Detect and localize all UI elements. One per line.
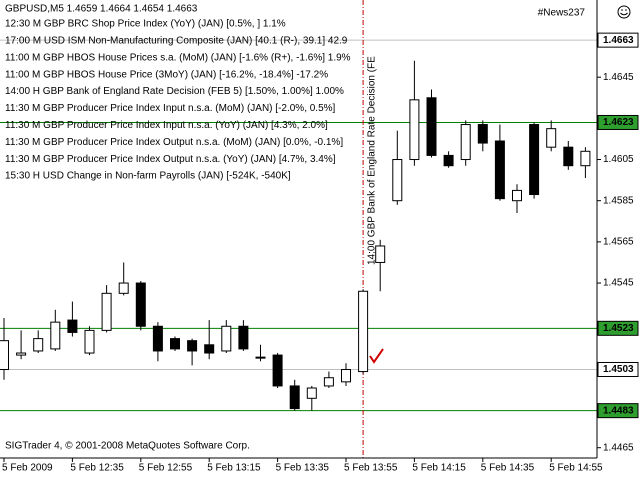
candle-body [494,140,505,200]
candle-body [460,124,471,161]
level-box [597,114,639,130]
news-line: 17:00 M USD ISM Non-Manufacturing Compos… [5,36,348,47]
candle-body [426,97,437,156]
x-tick-label: 5 Feb 14:15 [412,463,466,474]
candle-body [289,385,300,410]
candle-body [255,356,266,359]
y-tick-label: 1.4585 [603,195,634,206]
candle-body [0,340,9,370]
news-line: 15:30 H USD Change in Non-farm Payrolls … [5,171,291,182]
candle-body [187,340,198,352]
x-tick-label: 5 Feb 12:35 [70,463,124,474]
candle-body [563,146,574,167]
news-line: 11:00 M GBP HBOS House Prices s.a. (MoM)… [5,52,351,63]
y-tick-label: 1.4565 [603,237,634,248]
candle-body [392,159,403,202]
candle-body [512,189,522,202]
level-label: 1.4523 [603,323,634,334]
candle-body [375,245,386,263]
level-box [597,320,639,336]
y-tick-label: 1.4605 [603,154,634,165]
news-line: 11:30 M GBP Producer Price Index Input n… [5,120,328,131]
candle-body [409,99,420,161]
candle-body [50,321,61,350]
news-badge: #News237 [538,8,586,19]
candle-body [84,329,95,354]
candle-body [341,368,351,383]
candle-body [323,377,334,387]
candle-body [477,124,488,144]
candle-body [358,290,369,373]
x-tick-label: 5 Feb 13:35 [276,463,330,474]
candle-body [135,282,146,327]
candle-body [529,124,540,196]
x-tick-label: 5 Feb 12:55 [139,463,193,474]
candle-body [306,387,317,399]
candle-body [580,150,591,167]
candle-body [221,325,232,352]
level-box [597,361,639,377]
candle-body [170,338,180,350]
candle-body [238,325,249,350]
news-line: 11:30 M GBP Producer Price Index Output … [5,154,336,165]
check-icon [369,348,384,364]
candle-body [67,319,78,333]
y-tick-label: 1.4545 [603,278,634,289]
candle-body [272,354,283,387]
candle-body [33,338,44,352]
candle-body [16,352,27,356]
candle-body [546,128,557,148]
news-line: 11:30 M GBP Producer Price Index Output … [5,137,343,148]
candle-body [101,292,112,331]
smiley-icon [617,5,631,19]
candle-body [443,154,454,167]
news-line: 12:30 M GBP BRC Shop Price Index (YoY) (… [5,19,286,30]
news-line: 14:00 H GBP Bank of England Rate Decisio… [5,86,344,97]
level-label: 1.4623 [603,117,634,128]
level-box [597,403,639,419]
level-label: 1.4663 [603,35,634,46]
y-tick-label: 1.4465 [603,442,634,453]
x-tick-label: 5 Feb 13:55 [344,463,398,474]
x-tick-label: 5 Feb 13:15 [207,463,261,474]
plot [0,0,597,458]
x-tick-label: 5 Feb 14:35 [481,463,535,474]
footer: SIGTrader 4, © 2001-2008 MetaQuotes Soft… [5,441,250,452]
candle-body [118,282,129,294]
x-tick-label: 5 Feb 2009 [2,463,53,474]
news-line: 11:00 M GBP HBOS House Price (3MoY) (JAN… [5,69,328,80]
candle-body [204,344,215,354]
chart-title: GBPUSD,M5 1.4659 1.4664 1.4654 1.4663 [5,4,198,15]
level-box [597,32,639,48]
x-tick-label: 5 Feb 14:55 [549,463,603,474]
news-line: 11:30 M GBP Producer Price Index Input n… [5,103,336,114]
candle-body [152,325,163,352]
level-label: 1.4483 [603,405,634,416]
event-label: 14:00 GBP Bank of England Rate Decision … [367,56,378,265]
y-tick-label: 1.4645 [603,72,634,83]
level-label: 1.4503 [603,364,634,375]
